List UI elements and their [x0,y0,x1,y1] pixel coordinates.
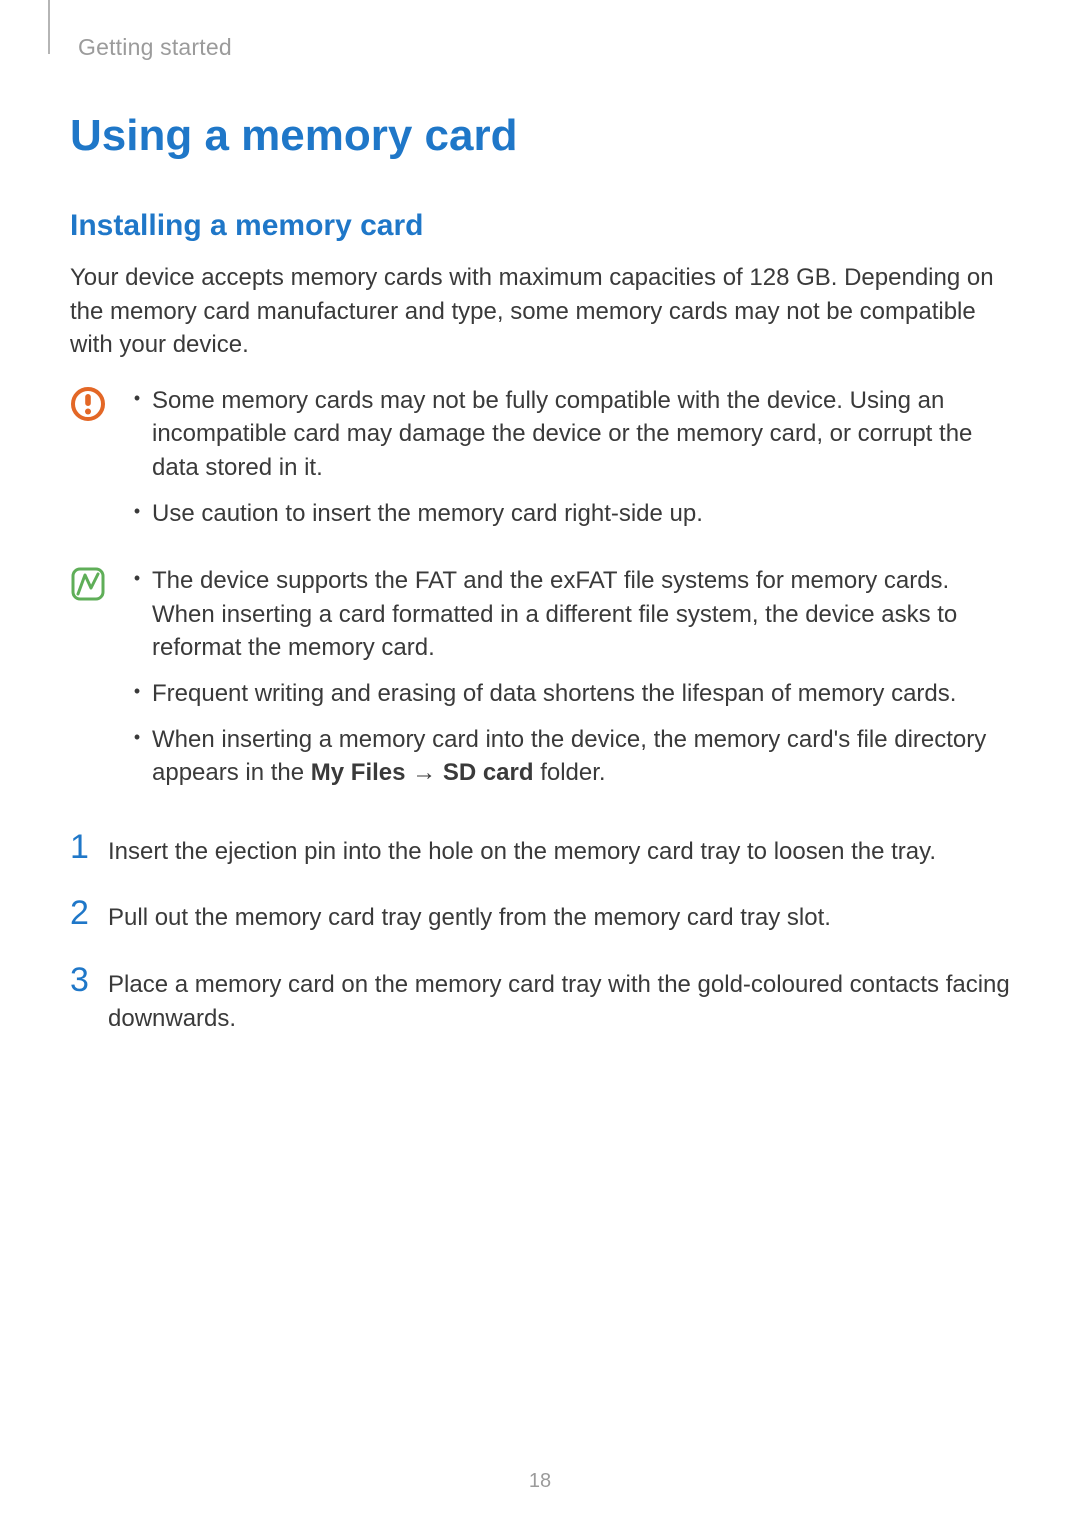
section-title: Installing a memory card [70,209,1010,243]
warning-note: • Some memory cards may not be fully com… [70,384,1010,542]
warning-icon [70,386,118,427]
step-text: Place a memory card on the memory card t… [108,963,1010,1035]
bullet-text-bold: SD card [443,759,534,786]
manual-page: Getting started Using a memory card Inst… [0,0,1080,1527]
info-bullet: • The device supports the FAT and the ex… [128,564,1010,665]
page-number: 18 [0,1470,1080,1493]
bullet-text-arrow: → [405,759,442,786]
step-item: 1 Insert the ejection pin into the hole … [70,830,1010,869]
step-number: 1 [70,830,108,864]
info-bullet: • Frequent writing and erasing of data s… [128,677,1010,711]
bullet-text-post: folder. [534,759,606,786]
step-text: Pull out the memory card tray gently fro… [108,896,1010,935]
bullet-text: Frequent writing and erasing of data sho… [152,677,1010,711]
info-bullet: • When inserting a memory card into the … [128,723,1010,790]
intro-paragraph: Your device accepts memory cards with ma… [70,261,1010,362]
step-text: Insert the ejection pin into the hole on… [108,830,1010,869]
bullet-dot-icon: • [128,497,146,525]
bullet-text: When inserting a memory card into the de… [152,723,1010,790]
bullet-dot-icon: • [128,384,146,412]
page-title: Using a memory card [70,111,1010,161]
step-item: 2 Pull out the memory card tray gently f… [70,896,1010,935]
bullet-text: Use caution to insert the memory card ri… [152,497,1010,531]
warning-bullet: • Some memory cards may not be fully com… [128,384,1010,485]
bullet-text-bold: My Files [311,759,406,786]
breadcrumb: Getting started [78,34,1010,61]
step-item: 3 Place a memory card on the memory card… [70,963,1010,1035]
warning-bullet: • Use caution to insert the memory card … [128,497,1010,531]
info-bullet-list: • The device supports the FAT and the ex… [128,564,1010,802]
bullet-text: Some memory cards may not be fully compa… [152,384,1010,485]
note-icon [70,566,118,607]
info-note: • The device supports the FAT and the ex… [70,564,1010,802]
bullet-text: The device supports the FAT and the exFA… [152,564,1010,665]
header-tab-border [48,0,50,54]
bullet-dot-icon: • [128,723,146,751]
bullet-dot-icon: • [128,677,146,705]
warning-bullet-list: • Some memory cards may not be fully com… [128,384,1010,542]
bullet-dot-icon: • [128,564,146,592]
step-number: 2 [70,896,108,930]
step-number: 3 [70,963,108,997]
